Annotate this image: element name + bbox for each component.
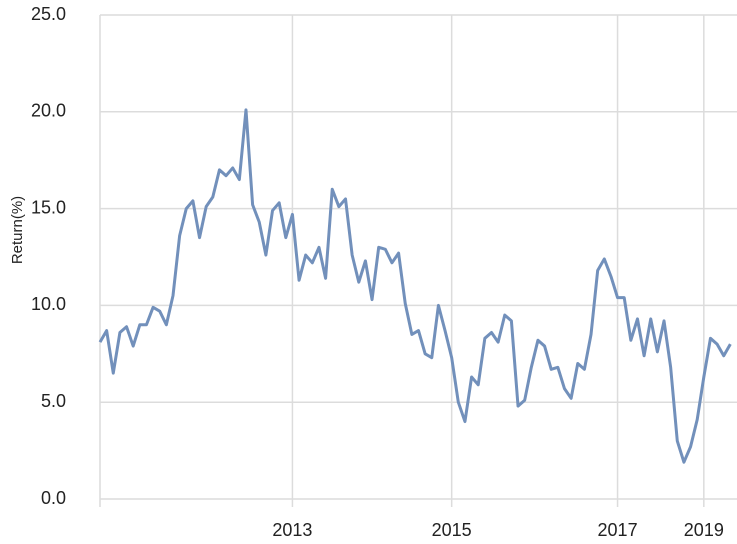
y-tick-label: 15.0 bbox=[31, 197, 66, 217]
y-tick-label: 5.0 bbox=[41, 391, 66, 411]
y-tick-label: 25.0 bbox=[31, 4, 66, 24]
series-line bbox=[98, 108, 732, 464]
x-tick-label: 2017 bbox=[598, 520, 638, 540]
x-tick-label: 2013 bbox=[272, 520, 312, 540]
y-tick-label: 20.0 bbox=[31, 101, 66, 121]
y-tick-label: 10.0 bbox=[31, 294, 66, 314]
x-tick-label: 2019 bbox=[684, 520, 724, 540]
x-tick-label: 2015 bbox=[432, 520, 472, 540]
y-axis-label: Return(%) bbox=[9, 196, 26, 264]
y-tick-label: 0.0 bbox=[41, 488, 66, 508]
